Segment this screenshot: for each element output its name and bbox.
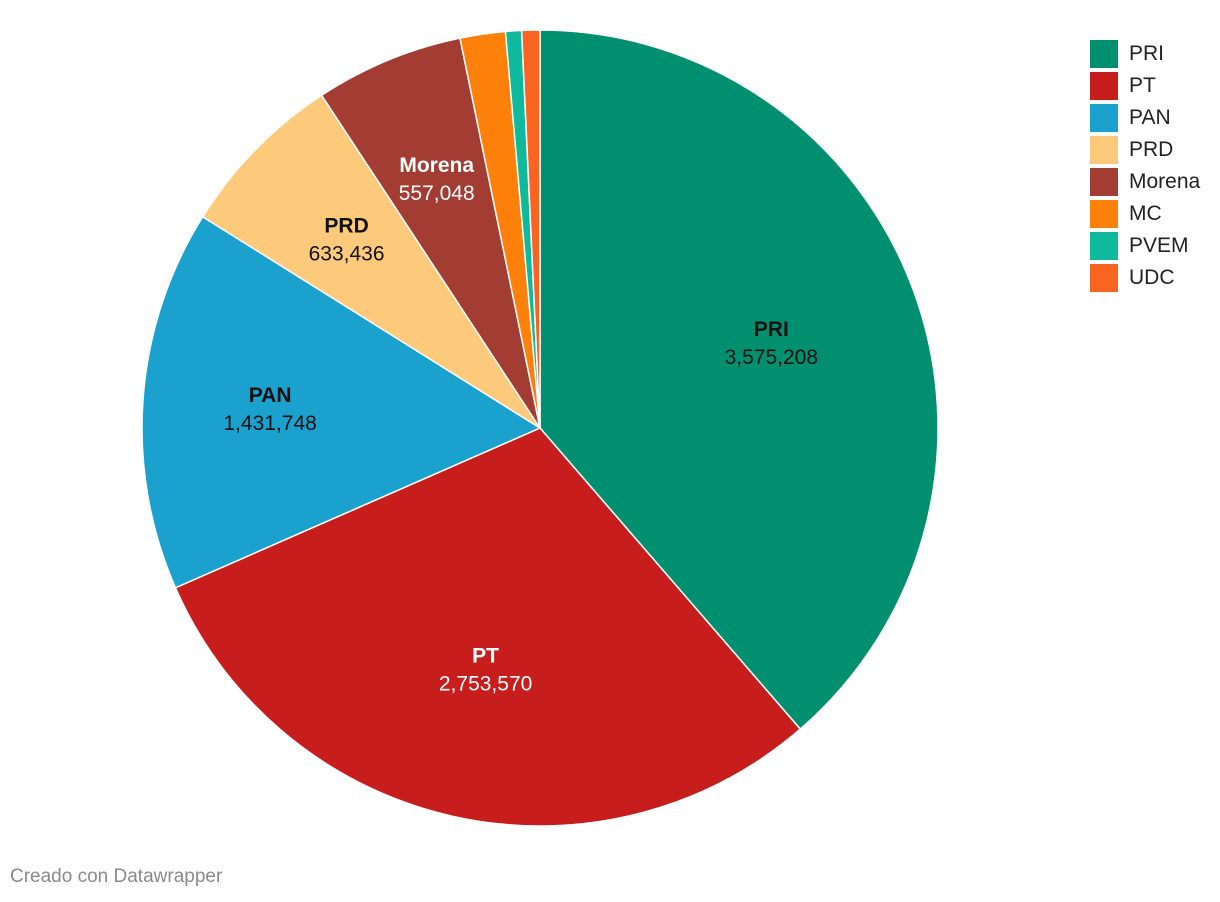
legend-item-pri[interactable]: PRI bbox=[1090, 40, 1218, 68]
legend-label: PRI bbox=[1129, 42, 1165, 65]
legend-item-morena[interactable]: Morena bbox=[1090, 168, 1218, 196]
pie-slice-pri[interactable] bbox=[539, 29, 939, 731]
pie-slice-udc[interactable] bbox=[520, 29, 541, 429]
slice-label-value: 2,753,570 bbox=[439, 673, 532, 696]
legend-label: PVEM bbox=[1129, 234, 1189, 257]
slice-label-name: Morena bbox=[399, 154, 474, 177]
legend-swatch bbox=[1090, 72, 1118, 100]
legend-swatch bbox=[1090, 264, 1118, 292]
slice-label-name: PRI bbox=[754, 318, 789, 341]
pie-slices bbox=[141, 29, 939, 827]
legend-item-pt[interactable]: PT bbox=[1090, 72, 1218, 100]
legend-item-pvem[interactable]: PVEM bbox=[1090, 232, 1218, 260]
slice-label-value: 633,436 bbox=[309, 243, 385, 266]
pie-slice-pan[interactable] bbox=[141, 215, 542, 589]
slice-label-value: 557,048 bbox=[399, 182, 475, 205]
pie-slice-pt[interactable] bbox=[174, 427, 802, 827]
legend-label: MC bbox=[1129, 202, 1162, 225]
legend-item-mc[interactable]: MC bbox=[1090, 200, 1218, 228]
slice-label-name: PT bbox=[472, 645, 499, 668]
slice-label-value: 1,431,748 bbox=[223, 412, 316, 435]
legend-label: PT bbox=[1129, 74, 1156, 97]
legend-swatch bbox=[1090, 40, 1118, 68]
legend-swatch bbox=[1090, 136, 1118, 164]
legend: PRI PT PAN PRD Morena MC PVEM UDC bbox=[1090, 40, 1218, 296]
pie-labels: PRI 3,575,208 PT 2,753,570 PAN 1,431,748 PRD 63… bbox=[223, 154, 818, 696]
legend-item-udc[interactable]: UDC bbox=[1090, 264, 1218, 292]
legend-swatch bbox=[1090, 200, 1118, 228]
legend-swatch bbox=[1090, 104, 1118, 132]
legend-swatch bbox=[1090, 232, 1118, 260]
legend-swatch bbox=[1090, 168, 1118, 196]
pie-slice-morena[interactable] bbox=[320, 37, 541, 429]
legend-label: UDC bbox=[1129, 266, 1175, 289]
credit-link[interactable]: Creado con Datawrapper bbox=[10, 866, 223, 887]
legend-item-pan[interactable]: PAN bbox=[1090, 104, 1218, 132]
legend-label: PAN bbox=[1129, 106, 1171, 129]
legend-label: PRD bbox=[1129, 138, 1174, 161]
pie-slice-prd[interactable] bbox=[201, 94, 541, 429]
legend-item-prd[interactable]: PRD bbox=[1090, 136, 1218, 164]
slice-label-name: PAN bbox=[249, 384, 292, 407]
legend-label: Morena bbox=[1129, 170, 1201, 193]
slice-label-value: 3,575,208 bbox=[725, 346, 818, 369]
slice-label-name: PRD bbox=[324, 215, 368, 238]
